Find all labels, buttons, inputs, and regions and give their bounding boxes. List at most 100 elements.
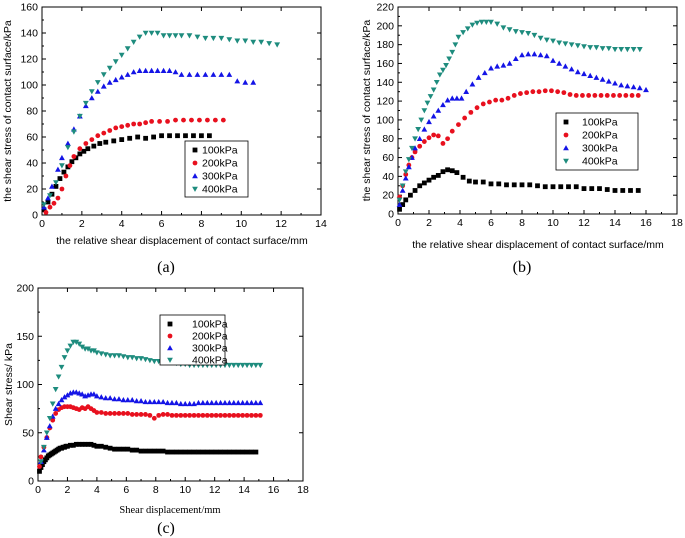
data-point: [70, 129, 77, 135]
data-point: [226, 362, 233, 369]
data-point: [558, 184, 564, 190]
data-point: [187, 449, 193, 455]
data-point: [148, 67, 155, 73]
data-point: [204, 449, 210, 455]
data-point: [55, 166, 61, 172]
data-point: [574, 69, 581, 75]
data-point: [103, 411, 109, 416]
data-point: [147, 448, 153, 454]
data-point: [135, 134, 141, 140]
data-point: [500, 62, 507, 68]
x-tick-label: 14: [315, 218, 327, 230]
data-point: [518, 91, 523, 96]
data-point: [525, 51, 532, 57]
data-point: [412, 136, 418, 142]
data-point: [499, 97, 505, 103]
data-point: [239, 399, 246, 406]
data-point: [183, 133, 188, 139]
series-100kPa: [397, 167, 641, 212]
data-point: [159, 133, 164, 139]
data-point: [525, 31, 532, 37]
y-axis-label: the shear stress of contact surface/kPa: [361, 20, 373, 202]
data-point: [628, 188, 633, 193]
series-200kPa: [37, 404, 263, 469]
legend-marker: [192, 173, 198, 179]
data-point: [45, 199, 51, 205]
data-point: [220, 117, 226, 123]
x-tick-label: 18: [297, 484, 309, 496]
data-point: [94, 410, 100, 415]
data-point: [573, 93, 579, 98]
data-point: [430, 87, 437, 93]
data-point: [65, 443, 70, 449]
data-point: [133, 398, 140, 404]
data-point: [95, 133, 101, 139]
data-point: [173, 399, 180, 406]
data-point: [537, 35, 544, 41]
data-point: [416, 135, 423, 142]
data-point: [207, 133, 212, 139]
data-point: [623, 93, 629, 98]
data-point: [156, 412, 162, 418]
data-point: [417, 143, 423, 149]
data-point: [412, 188, 418, 193]
data-point: [103, 139, 109, 145]
x-tick-label: 2: [426, 217, 432, 229]
data-point: [149, 119, 155, 124]
data-point: [130, 69, 137, 75]
data-point: [248, 362, 255, 369]
data-point: [55, 374, 62, 380]
data-point: [77, 151, 83, 157]
data-point: [119, 137, 125, 142]
data-point: [250, 39, 257, 45]
x-tick-label: 6: [488, 217, 494, 229]
data-point: [443, 63, 449, 69]
data-point: [244, 412, 250, 418]
data-point: [531, 51, 538, 57]
data-point: [636, 47, 643, 53]
data-point: [191, 412, 197, 418]
data-point: [468, 109, 474, 115]
data-point: [47, 193, 53, 199]
x-tick-label: 12: [275, 218, 287, 230]
data-point: [244, 362, 250, 369]
data-point: [160, 412, 166, 417]
data-point: [581, 70, 587, 77]
data-point: [435, 133, 441, 139]
x-tick-label: 4: [94, 484, 100, 496]
legend-marker: [563, 119, 569, 125]
data-point: [222, 412, 228, 418]
data-point: [597, 186, 602, 191]
data-point: [226, 412, 232, 418]
data-point: [142, 30, 149, 36]
data-point: [134, 412, 140, 417]
legend-marker: [167, 345, 173, 351]
y-tick-label: 120: [20, 54, 38, 66]
data-point: [112, 446, 117, 452]
data-point: [566, 184, 571, 190]
data-point: [618, 47, 625, 53]
data-point: [143, 120, 149, 126]
data-point: [612, 80, 618, 86]
data-point: [61, 394, 68, 400]
x-tick-label: 14: [238, 484, 250, 496]
data-point: [204, 399, 211, 406]
y-tick-label: 180: [376, 39, 394, 51]
y-tick-label: 140: [376, 77, 394, 89]
data-point: [581, 186, 587, 191]
data-point: [178, 33, 185, 39]
y-tick-label: 100: [376, 114, 394, 126]
y-axis-label: the shear stress of contact surface/kPa: [2, 20, 14, 202]
data-point: [519, 52, 525, 58]
data-point: [43, 430, 50, 436]
data-point: [612, 47, 618, 53]
data-point: [129, 412, 135, 417]
data-point: [172, 33, 179, 39]
data-point: [91, 348, 97, 354]
data-point: [446, 56, 453, 62]
data-point: [426, 135, 432, 141]
data-point: [91, 391, 97, 397]
data-point: [550, 57, 556, 63]
data-point: [624, 47, 631, 53]
data-point: [458, 95, 465, 101]
